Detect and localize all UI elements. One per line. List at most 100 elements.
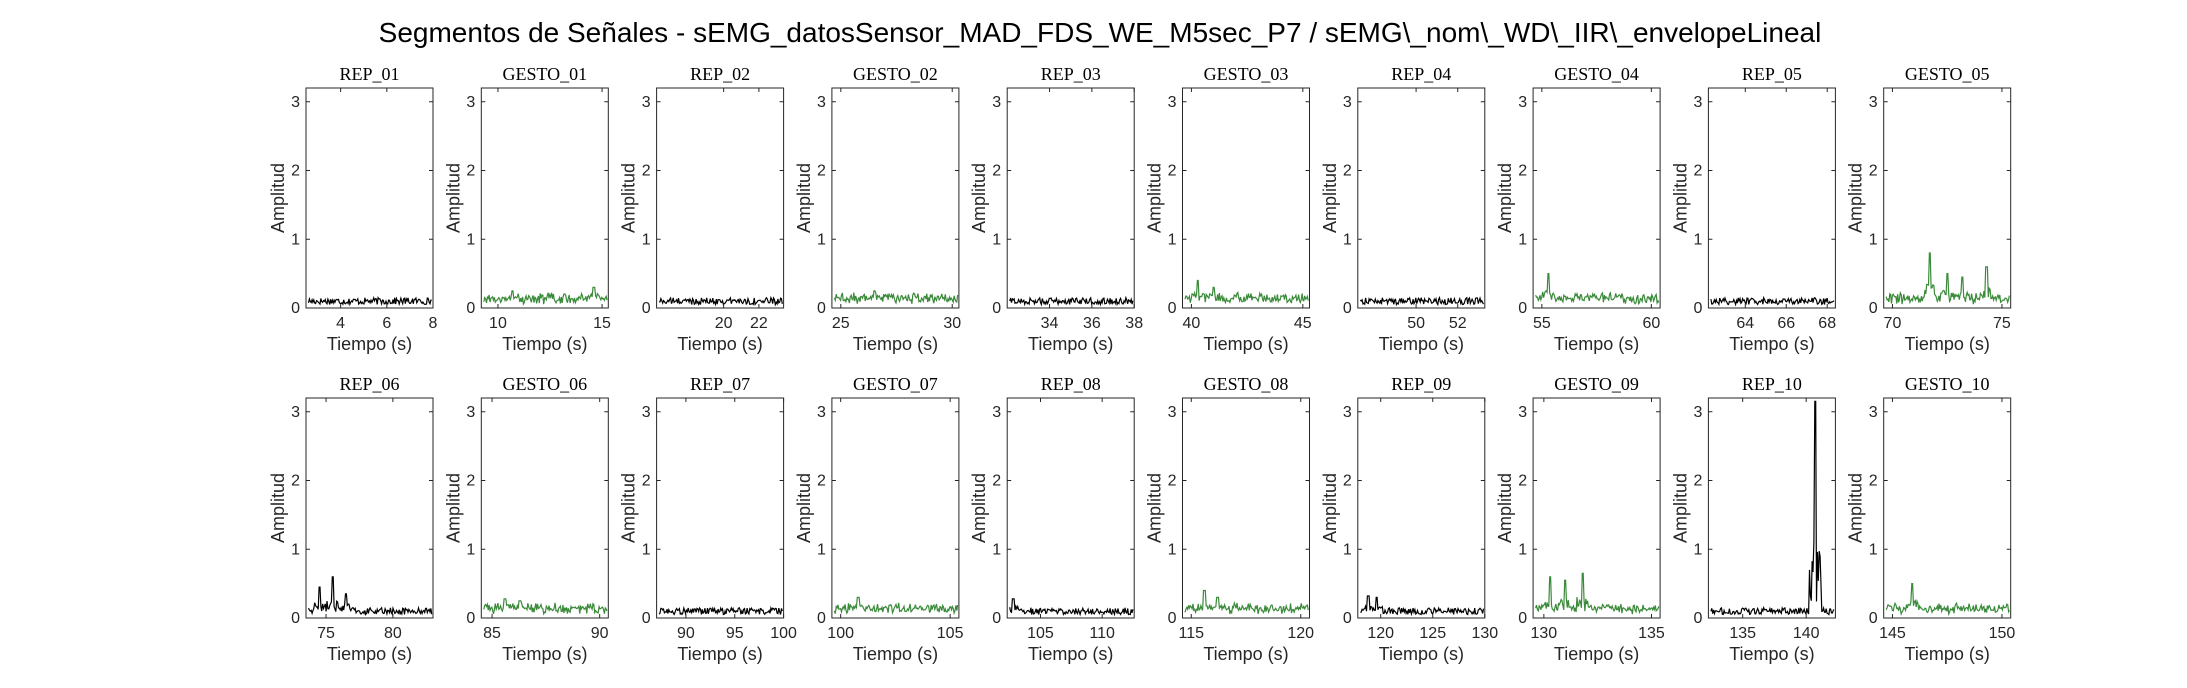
y-tick-label: 0 <box>642 300 651 317</box>
y-tick-label: 0 <box>992 610 1001 627</box>
x-axis-label: Tiempo (s) <box>853 644 938 664</box>
x-axis-label: Tiempo (s) <box>327 644 412 664</box>
x-tick-label: 30 <box>943 315 961 332</box>
subplot-title: REP_08 <box>1041 374 1101 394</box>
x-tick-label: 135 <box>1638 625 1665 642</box>
y-tick-label: 3 <box>466 404 475 421</box>
y-tick-label: 1 <box>992 231 1001 248</box>
y-tick-label: 2 <box>992 163 1001 180</box>
y-tick-label: 0 <box>1518 300 1527 317</box>
x-tick-label: 105 <box>937 625 964 642</box>
y-axis-label: Amplitud <box>268 163 288 233</box>
subplot-rep-04: REP_04 0 1 2 3 50 52 Tiempo (s) Amplitud <box>1320 64 1486 354</box>
signal-line <box>307 576 433 617</box>
y-axis-label: Amplitud <box>1846 163 1866 233</box>
y-tick-label: 2 <box>1168 473 1177 490</box>
y-tick-label: 2 <box>1343 163 1352 180</box>
y-tick-label: 1 <box>291 541 300 558</box>
y-tick-label: 1 <box>1693 541 1702 558</box>
axes-box <box>831 87 960 309</box>
axes-box <box>656 397 785 619</box>
x-tick-label: 85 <box>483 625 501 642</box>
subplot-title: REP_01 <box>339 64 399 84</box>
axes-box <box>1707 397 1836 619</box>
y-tick-label: 3 <box>1693 404 1702 421</box>
x-axis-label: Tiempo (s) <box>502 644 587 664</box>
signal-line <box>1184 279 1309 305</box>
x-tick-label: 25 <box>832 315 850 332</box>
axes-box <box>831 397 960 619</box>
x-tick-label: 45 <box>1294 315 1312 332</box>
y-axis-label: Amplitud <box>1320 163 1340 233</box>
y-tick-label: 1 <box>642 231 651 248</box>
y-tick-label: 3 <box>1869 404 1878 421</box>
y-tick-label: 1 <box>466 231 475 248</box>
subplot-title: GESTO_05 <box>1905 64 1990 84</box>
x-axis-label: Tiempo (s) <box>677 644 762 664</box>
x-axis-label: Tiempo (s) <box>1379 334 1464 354</box>
signal-line <box>833 596 959 616</box>
axes-box <box>480 87 609 309</box>
y-tick-label: 0 <box>1869 610 1878 627</box>
signal-line <box>1535 273 1660 306</box>
subplot-title: REP_02 <box>690 64 750 84</box>
x-axis-label: Tiempo (s) <box>677 334 762 354</box>
y-tick-label: 1 <box>817 231 826 248</box>
y-tick-label: 0 <box>466 300 475 317</box>
x-tick-label: 135 <box>1729 625 1756 642</box>
x-tick-label: 145 <box>1879 625 1906 642</box>
x-tick-label: 90 <box>591 625 609 642</box>
y-tick-label: 2 <box>1518 473 1527 490</box>
y-tick-label: 3 <box>1343 94 1352 111</box>
x-tick-label: 90 <box>677 625 695 642</box>
x-axis-label: Tiempo (s) <box>1028 644 1113 664</box>
y-tick-label: 3 <box>1693 94 1702 111</box>
x-tick-label: 100 <box>770 625 797 642</box>
subplot-title: REP_04 <box>1391 64 1451 84</box>
axes-box <box>1883 397 2012 619</box>
subplot-gesto-03: GESTO_03 0 1 2 3 40 45 Tiempo (s) Amplitud <box>1145 64 1312 354</box>
subplot-gesto-10: GESTO_10 0 1 2 3 145 150 Tiempo (s) Amplitud <box>1846 374 2016 664</box>
x-tick-label: 120 <box>1287 625 1314 642</box>
figure-title: Segmentos de Señales - sEMG_datosSensor_… <box>379 17 1822 48</box>
subplot-rep-02: REP_02 0 1 2 3 20 22 Tiempo (s) Amplitud <box>619 64 785 354</box>
x-axis-label: Tiempo (s) <box>327 334 412 354</box>
y-tick-label: 2 <box>291 163 300 180</box>
signal-line <box>1885 582 2010 617</box>
x-tick-label: 75 <box>317 625 335 642</box>
y-tick-label: 0 <box>291 610 300 627</box>
signal-line <box>1710 295 1835 307</box>
y-tick-label: 1 <box>1168 231 1177 248</box>
subplot-title: GESTO_02 <box>853 64 938 84</box>
y-tick-label: 3 <box>466 94 475 111</box>
subplot-title: GESTO_09 <box>1554 374 1639 394</box>
x-axis-label: Tiempo (s) <box>1554 334 1639 354</box>
y-tick-label: 2 <box>642 163 651 180</box>
y-tick-label: 2 <box>1518 163 1527 180</box>
y-tick-label: 0 <box>1518 610 1527 627</box>
y-tick-label: 0 <box>817 610 826 627</box>
y-tick-label: 2 <box>642 473 651 490</box>
x-tick-label: 110 <box>1089 625 1115 642</box>
y-axis-label: Amplitud <box>619 473 639 543</box>
y-tick-label: 1 <box>291 231 300 248</box>
subplot-title: REP_10 <box>1742 374 1802 394</box>
y-tick-label: 3 <box>291 404 300 421</box>
y-tick-label: 3 <box>1869 94 1878 111</box>
y-axis-label: Amplitud <box>619 163 639 233</box>
x-axis-label: Tiempo (s) <box>1554 644 1639 664</box>
subplot-title: REP_03 <box>1041 64 1101 84</box>
x-axis-label: Tiempo (s) <box>502 334 587 354</box>
subplot-title: GESTO_04 <box>1554 64 1639 84</box>
y-tick-label: 1 <box>1693 231 1702 248</box>
y-axis-label: Amplitud <box>1670 473 1690 543</box>
x-tick-label: 60 <box>1642 315 1660 332</box>
y-tick-label: 1 <box>1518 541 1527 558</box>
y-axis-label: Amplitud <box>443 473 463 543</box>
subplot-rep-06: REP_06 0 1 2 3 75 80 Tiempo (s) Amplitud <box>268 374 434 664</box>
signal-line <box>307 295 432 307</box>
y-tick-label: 2 <box>1168 163 1177 180</box>
subplot-rep-10: REP_10 0 1 2 3 135 140 Tiempo (s) Amplitud <box>1670 374 1836 664</box>
x-axis-label: Tiempo (s) <box>1379 644 1464 664</box>
